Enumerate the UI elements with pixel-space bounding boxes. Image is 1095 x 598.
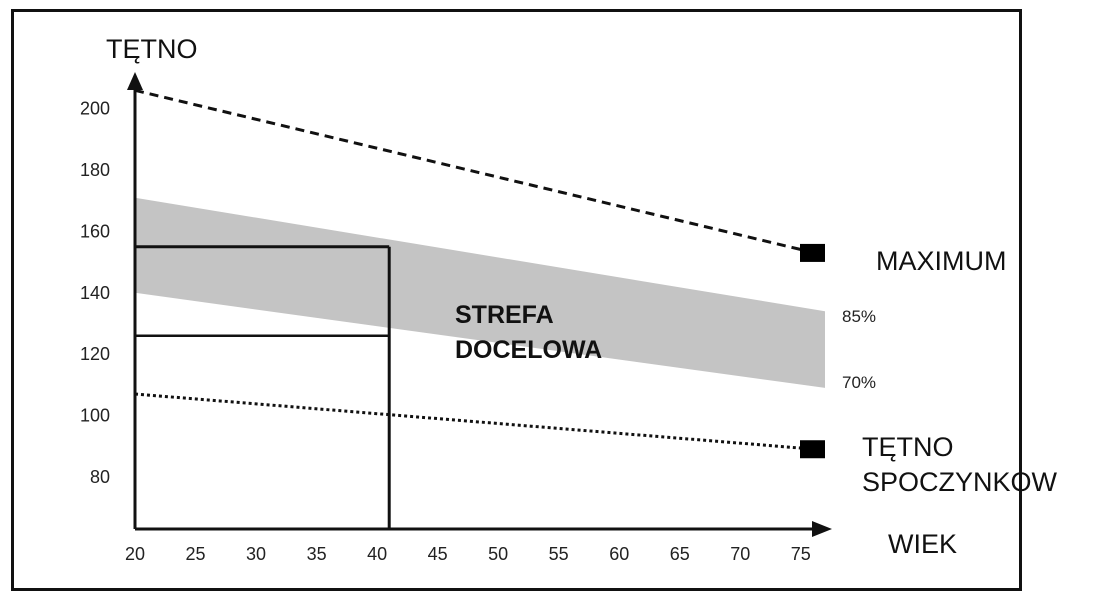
zone-label-line2: DOCELOWA bbox=[455, 336, 602, 364]
y-tick-label: 180 bbox=[80, 160, 110, 180]
y-tick-label: 100 bbox=[80, 406, 110, 426]
x-tick-label: 65 bbox=[670, 544, 690, 564]
resting-line bbox=[134, 392, 816, 451]
x-tick-label: 20 bbox=[125, 544, 145, 564]
x-tick-label: 55 bbox=[549, 544, 569, 564]
y-axis-title: TĘTNO bbox=[106, 34, 198, 64]
y-tick-label: 120 bbox=[80, 344, 110, 364]
lower-bound-label: 70% bbox=[842, 373, 876, 392]
zone-label-line1: STREFA bbox=[455, 301, 554, 329]
x-tick-label: 60 bbox=[609, 544, 629, 564]
target-zone-band bbox=[135, 197, 825, 388]
rest-label-line2: SPOCZYNKOW bbox=[862, 467, 1058, 497]
x-tick-label: 30 bbox=[246, 544, 266, 564]
x-tick-label: 45 bbox=[428, 544, 448, 564]
maximum-marker bbox=[800, 243, 825, 262]
x-tick-label: 50 bbox=[488, 544, 508, 564]
x-tick-label: 70 bbox=[730, 544, 750, 564]
x-tick-label: 40 bbox=[367, 544, 387, 564]
x-tick-label: 75 bbox=[791, 544, 811, 564]
y-tick-label: 160 bbox=[80, 221, 110, 241]
maximum-label: MAXIMUM bbox=[876, 246, 1007, 276]
y-tick-label: 140 bbox=[80, 283, 110, 303]
upper-bound-label: 85% bbox=[842, 307, 876, 326]
x-axis-arrow bbox=[812, 521, 832, 537]
x-tick-label: 25 bbox=[186, 544, 206, 564]
y-tick-label: 200 bbox=[80, 99, 110, 119]
resting-marker bbox=[800, 440, 825, 459]
y-axis-arrow bbox=[127, 72, 143, 90]
maximum-line bbox=[134, 88, 816, 255]
rest-label-line1: TĘTNO bbox=[862, 432, 954, 462]
x-axis-title: WIEK bbox=[888, 529, 957, 559]
x-tick-label: 35 bbox=[307, 544, 327, 564]
y-tick-label: 80 bbox=[90, 467, 110, 487]
